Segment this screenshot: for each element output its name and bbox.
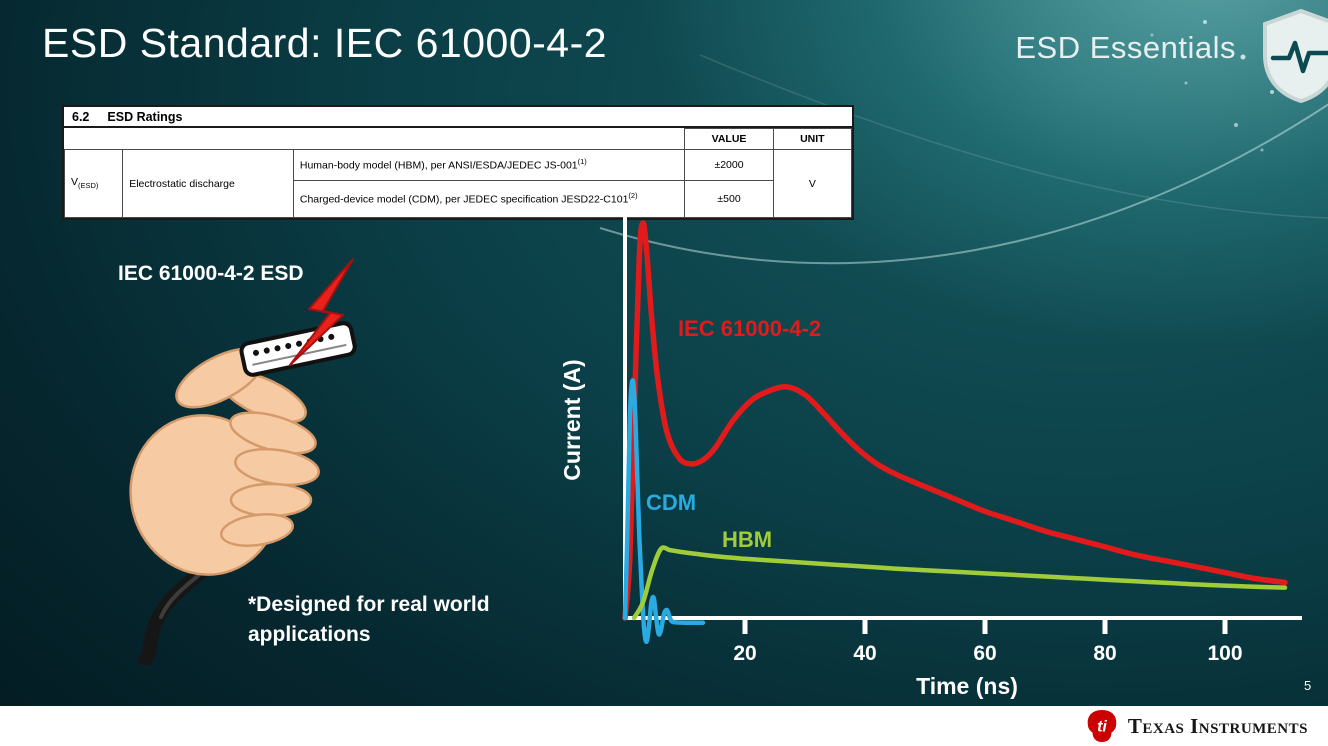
series-label: CDM [646, 490, 696, 515]
hbm-description-cell: Human-body model (HBM), per ANSI/ESDA/JE… [292, 149, 686, 181]
cdm-description-cell: Charged-device model (CDM), per JEDEC sp… [292, 180, 686, 218]
table-header-row: VALUE UNIT [64, 128, 853, 150]
hand-holding-connector-illustration [129, 258, 357, 665]
x-tick-label: 100 [1207, 642, 1242, 665]
shield-pulse-icon [1263, 8, 1328, 104]
param-symbol-cell: V(ESD) [63, 149, 124, 218]
page-title: ESD Standard: IEC 61000-4-2 [42, 20, 608, 66]
hbm-value-cell: ±2000 [684, 149, 774, 181]
x-tick-label: 80 [1093, 642, 1116, 665]
iec-esd-label: IEC 61000-4-2 ESD [118, 262, 304, 285]
ti-logo-text: Texas Instruments [1127, 713, 1308, 738]
designed-note: *Designed for real world applications [248, 590, 490, 651]
blank-header-cell [64, 128, 685, 150]
x-tick-label: 20 [733, 642, 756, 665]
hdmi-connector [239, 321, 357, 377]
table-section-title: 6.2 ESD Ratings [64, 107, 852, 128]
cdm-value-cell: ±500 [684, 180, 774, 218]
brand-text: ESD Essentials [1015, 30, 1236, 65]
series-line-iec-61000-4-2 [622, 220, 1288, 621]
heartbeat-line [1270, 40, 1328, 74]
x-tick-label: 60 [973, 642, 996, 665]
series-line-hbm [631, 545, 1288, 621]
ti-logo-icon: ti [1087, 709, 1117, 743]
page-number: 5 [1304, 678, 1312, 693]
value-column-header: VALUE [684, 128, 774, 150]
note-line-2: applications [248, 623, 371, 647]
y-axis-label: Current (A) [560, 359, 585, 480]
series-label: IEC 61000-4-2 [678, 316, 821, 341]
section-name: ESD Ratings [107, 110, 183, 124]
unit-cell: V [772, 149, 853, 218]
param-name-cell: Electrostatic discharge [122, 149, 294, 218]
table-row: Charged-device model (CDM), per JEDEC sp… [65, 180, 852, 218]
chart-series [622, 220, 1288, 644]
unit-column-header: UNIT [772, 128, 853, 150]
note-line-1: *Designed for real world [248, 593, 490, 616]
x-tick-label: 40 [853, 642, 876, 665]
esd-ratings-table: 6.2 ESD Ratings VALUE UNIT V(ESD) Electr… [62, 105, 854, 220]
x-axis-label: Time (ns) [916, 673, 1018, 699]
lightning-bolt-icon [289, 258, 354, 366]
series-line-cdm [622, 378, 706, 644]
x-ticks: 20 40 60 80 100 [733, 618, 1243, 665]
footer-bar: ti Texas Instruments [0, 706, 1328, 746]
series-label: HBM [722, 527, 772, 552]
current-vs-time-chart: 20 40 60 80 100 IEC 61000-4-2 CDM HBM Time (ns… [560, 214, 1302, 699]
svg-text:ti: ti [1097, 718, 1107, 736]
chart-series-labels: IEC 61000-4-2 CDM HBM [646, 316, 821, 552]
section-number: 6.2 [72, 110, 90, 124]
hand [129, 347, 320, 576]
table-row: V(ESD) Electrostatic discharge Human-bod… [63, 149, 853, 218]
